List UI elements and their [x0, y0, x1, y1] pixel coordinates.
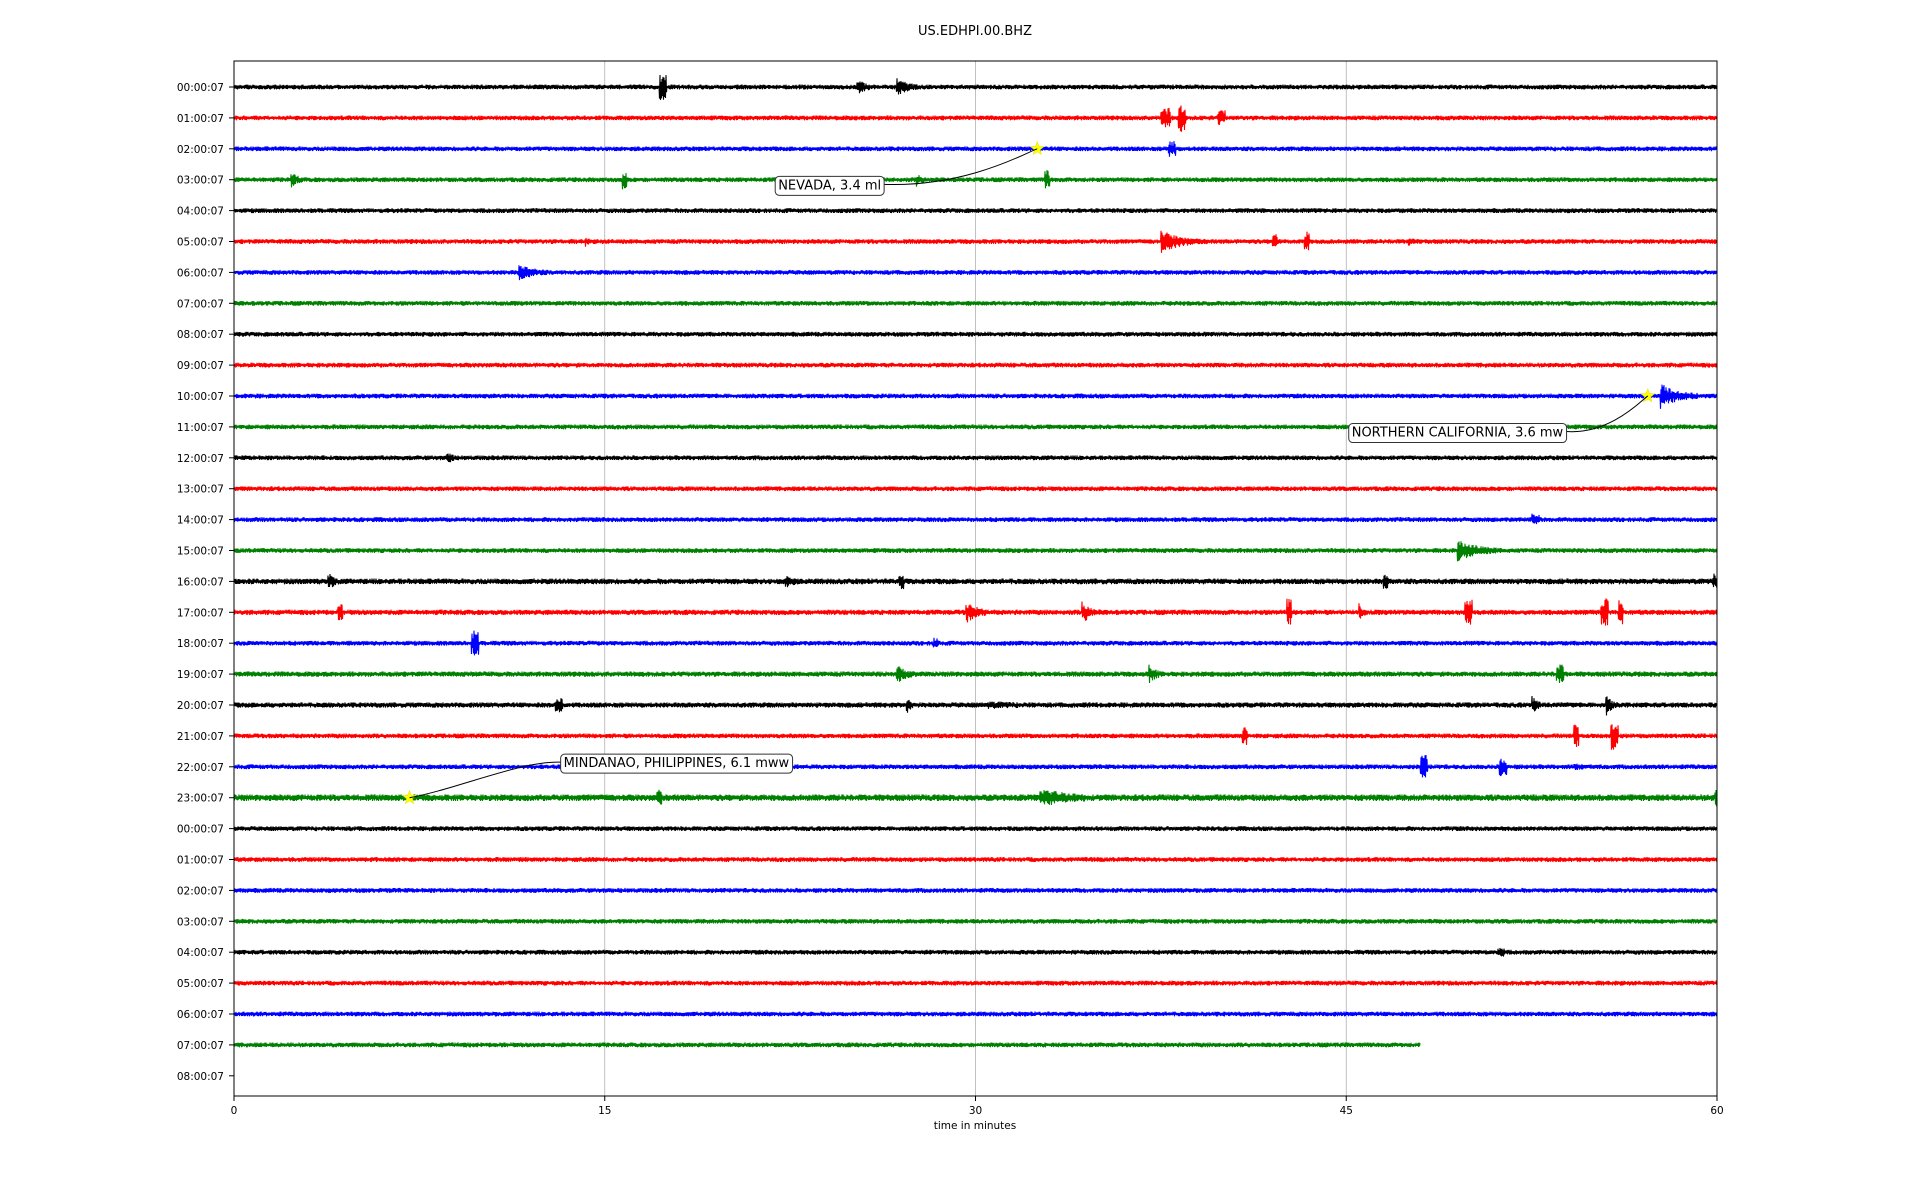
x-tick-label-4: 60 [1710, 1105, 1723, 1117]
y-tick-label-8: 08:00:07 [177, 329, 224, 341]
event-label-0: NEVADA, 3.4 ml [778, 178, 881, 193]
y-tick-label-31: 07:00:07 [177, 1040, 224, 1052]
y-tick-label-13: 13:00:07 [177, 484, 224, 496]
trace-10 [233, 384, 1718, 409]
trace-28 [233, 947, 1718, 957]
x-tick-label-3: 45 [1340, 1105, 1353, 1117]
y-tick-label-10: 10:00:07 [177, 391, 224, 403]
y-tick-label-30: 06:00:07 [177, 1009, 224, 1021]
y-tick-labels: 00:00:07 01:00:07 02:00:07 03:00:07 04:00:07… [177, 82, 234, 1083]
event-label-2: MINDANAO, PHILIPPINES, 6.1 mww [564, 756, 790, 771]
trace-17 [233, 598, 1718, 626]
event-markers [401, 140, 1656, 805]
seismic-traces [233, 74, 1718, 1048]
y-tick-label-27: 03:00:07 [177, 916, 224, 928]
trace-25 [233, 856, 1718, 863]
event-label-box-0 [774, 175, 885, 196]
trace-16 [233, 573, 1718, 590]
y-tick-label-18: 18:00:07 [177, 638, 224, 650]
x-tick-label-1: 15 [598, 1105, 611, 1117]
y-tick-label-9: 09:00:07 [177, 360, 224, 372]
event-label-box-2 [560, 753, 794, 774]
trace-23 [233, 789, 1718, 807]
trace-29 [233, 980, 1718, 987]
trace-31 [233, 1041, 1421, 1048]
y-tick-label-7: 07:00:07 [177, 298, 224, 310]
chart-title: US.EDHPI.00.BHZ [918, 24, 1032, 39]
y-tick-label-29: 05:00:07 [177, 978, 224, 990]
y-tick-label-21: 21:00:07 [177, 731, 224, 743]
trace-4 [233, 207, 1718, 214]
trace-26 [233, 887, 1718, 894]
event-annotations: NEVADA, 3.4 ml NORTHERN CALIFORNIA, 3.6 m… [409, 148, 1649, 799]
y-tick-label-11: 11:00:07 [177, 422, 224, 434]
y-tick-label-3: 03:00:07 [177, 175, 224, 187]
event-label-box-1 [1348, 423, 1568, 444]
event-connector-1 [1566, 395, 1649, 433]
event-star-1 [1640, 388, 1656, 403]
event-star-2 [401, 789, 417, 805]
y-tick-label-6: 06:00:07 [177, 267, 224, 279]
y-tick-label-12: 12:00:07 [177, 453, 224, 465]
y-tick-label-32: 08:00:07 [177, 1071, 224, 1083]
grid-lines [604, 61, 1347, 1096]
y-tick-label-17: 17:00:07 [177, 607, 224, 619]
y-tick-label-5: 05:00:07 [177, 237, 224, 249]
trace-15 [233, 541, 1718, 562]
y-tick-label-24: 00:00:07 [177, 824, 224, 836]
y-tick-label-14: 14:00:07 [177, 515, 224, 527]
trace-30 [233, 1010, 1718, 1017]
x-axis-ticks: 0 15 30 45 60 [231, 1096, 1724, 1117]
event-connector-0 [884, 148, 1038, 185]
event-connector-2 [409, 761, 561, 799]
trace-24 [233, 825, 1718, 832]
y-tick-label-23: 23:00:07 [177, 793, 224, 805]
x-axis-label: time in minutes [934, 1120, 1016, 1132]
trace-6 [233, 265, 1718, 281]
trace-0 [233, 74, 1718, 101]
y-tick-label-15: 15:00:07 [177, 546, 224, 558]
trace-1 [233, 105, 1718, 132]
trace-3 [233, 170, 1718, 190]
trace-20 [233, 695, 1718, 716]
y-tick-label-22: 22:00:07 [177, 762, 224, 774]
x-tick-label-2: 30 [969, 1105, 982, 1117]
trace-7 [233, 300, 1718, 307]
trace-18 [233, 630, 1718, 656]
trace-2 [233, 141, 1718, 157]
trace-22 [233, 754, 1718, 778]
trace-13 [233, 485, 1718, 492]
trace-9 [233, 362, 1718, 369]
trace-14 [233, 513, 1718, 525]
event-star-0 [1029, 140, 1045, 156]
y-tick-label-28: 04:00:07 [177, 947, 224, 959]
trace-5 [233, 230, 1718, 253]
y-tick-label-16: 16:00:07 [177, 576, 224, 588]
y-tick-label-1: 01:00:07 [177, 113, 224, 125]
y-tick-label-25: 01:00:07 [177, 855, 224, 867]
trace-27 [233, 918, 1718, 925]
x-tick-label-0: 0 [231, 1105, 238, 1117]
trace-19 [233, 664, 1718, 684]
y-tick-label-4: 04:00:07 [177, 206, 224, 218]
y-tick-label-2: 02:00:07 [177, 144, 224, 156]
trace-21 [233, 724, 1718, 750]
trace-8 [233, 331, 1718, 338]
plot-frame [233, 60, 1718, 1097]
event-label-1: NORTHERN CALIFORNIA, 3.6 mw [1352, 426, 1564, 441]
y-tick-label-19: 19:00:07 [177, 669, 224, 681]
trace-12 [233, 453, 1718, 463]
y-tick-label-0: 00:00:07 [177, 82, 224, 94]
y-tick-label-26: 02:00:07 [177, 885, 224, 897]
y-tick-label-20: 20:00:07 [177, 700, 224, 712]
